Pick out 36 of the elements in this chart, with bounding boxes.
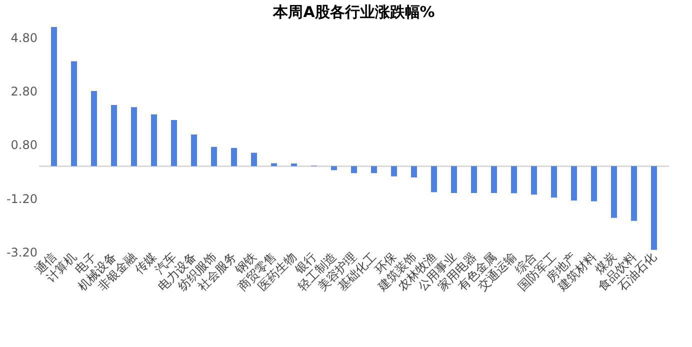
bar [591,166,597,202]
bar [191,134,197,166]
bar [631,166,637,221]
bar [511,166,517,194]
bar [271,163,277,166]
bar [131,107,137,166]
bar [611,166,617,218]
y-tick-label: -3.20 [6,246,38,260]
bar [351,166,357,174]
bar [391,166,397,176]
bar [211,146,217,166]
bar [551,166,557,198]
y-tick-label: -1.20 [6,192,38,206]
bar [251,152,257,166]
y-tick-label: 2.80 [10,84,38,99]
bar [571,166,577,200]
bar [151,114,157,166]
bar [451,166,457,193]
bar [291,163,297,166]
bar [331,166,337,170]
bar [471,166,477,193]
bar [411,166,417,178]
bar [171,120,177,166]
bar [651,166,657,250]
y-tick-label: 4.80 [10,30,38,45]
bar [531,166,537,195]
bar [371,166,377,174]
bar [111,105,117,166]
bar [51,26,57,166]
bar [431,166,437,192]
bar [231,148,237,166]
bar [491,166,497,193]
chart-title: 本周A股各行业涨跌幅% [272,3,435,21]
bar [91,91,97,166]
bar [71,61,77,166]
y-tick-label: 0.80 [10,138,38,152]
